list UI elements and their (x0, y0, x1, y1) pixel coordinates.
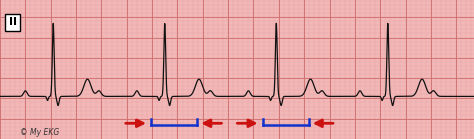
Text: II: II (9, 17, 17, 27)
Text: © My EKG: © My EKG (20, 128, 60, 137)
